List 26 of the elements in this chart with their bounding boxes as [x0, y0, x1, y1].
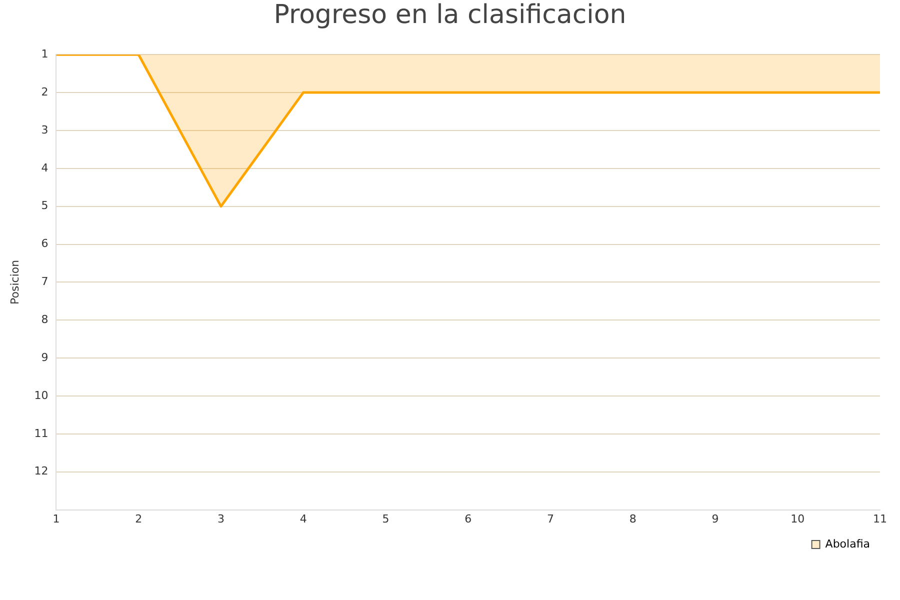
y-tick-label: 5	[41, 199, 48, 212]
y-tick-label: 4	[41, 161, 48, 174]
x-tick-label: 6	[464, 512, 472, 526]
x-tick-label: 10	[790, 512, 805, 526]
y-tick-label: 8	[41, 312, 48, 326]
x-tick-label: 1	[52, 512, 60, 526]
y-tick-label: 1	[41, 47, 48, 60]
x-tick-label: 9	[712, 512, 719, 526]
x-tick-label: 8	[629, 512, 636, 526]
y-tick-label: 2	[41, 85, 48, 98]
x-tick-label: 3	[217, 512, 224, 526]
x-tick-label: 7	[546, 512, 554, 526]
x-tick-label: 11	[873, 512, 887, 526]
y-tick-label: 9	[41, 350, 48, 364]
y-tick-label: 7	[41, 275, 48, 288]
chart-title: Progreso en la clasificacion	[272, 0, 628, 32]
y-axis-title: Posicion	[8, 260, 22, 304]
y-tick-label: 3	[41, 123, 48, 136]
x-tick-label: 2	[135, 512, 142, 526]
y-tick-label: 10	[34, 388, 48, 402]
legend-label: Abolafia	[825, 537, 870, 550]
y-tick-label: 6	[41, 237, 48, 250]
x-tick-label: 4	[300, 512, 307, 526]
y-tick-label: 11	[34, 426, 48, 440]
y-tick-label: 12	[34, 464, 48, 478]
x-tick-label: 5	[382, 512, 390, 526]
